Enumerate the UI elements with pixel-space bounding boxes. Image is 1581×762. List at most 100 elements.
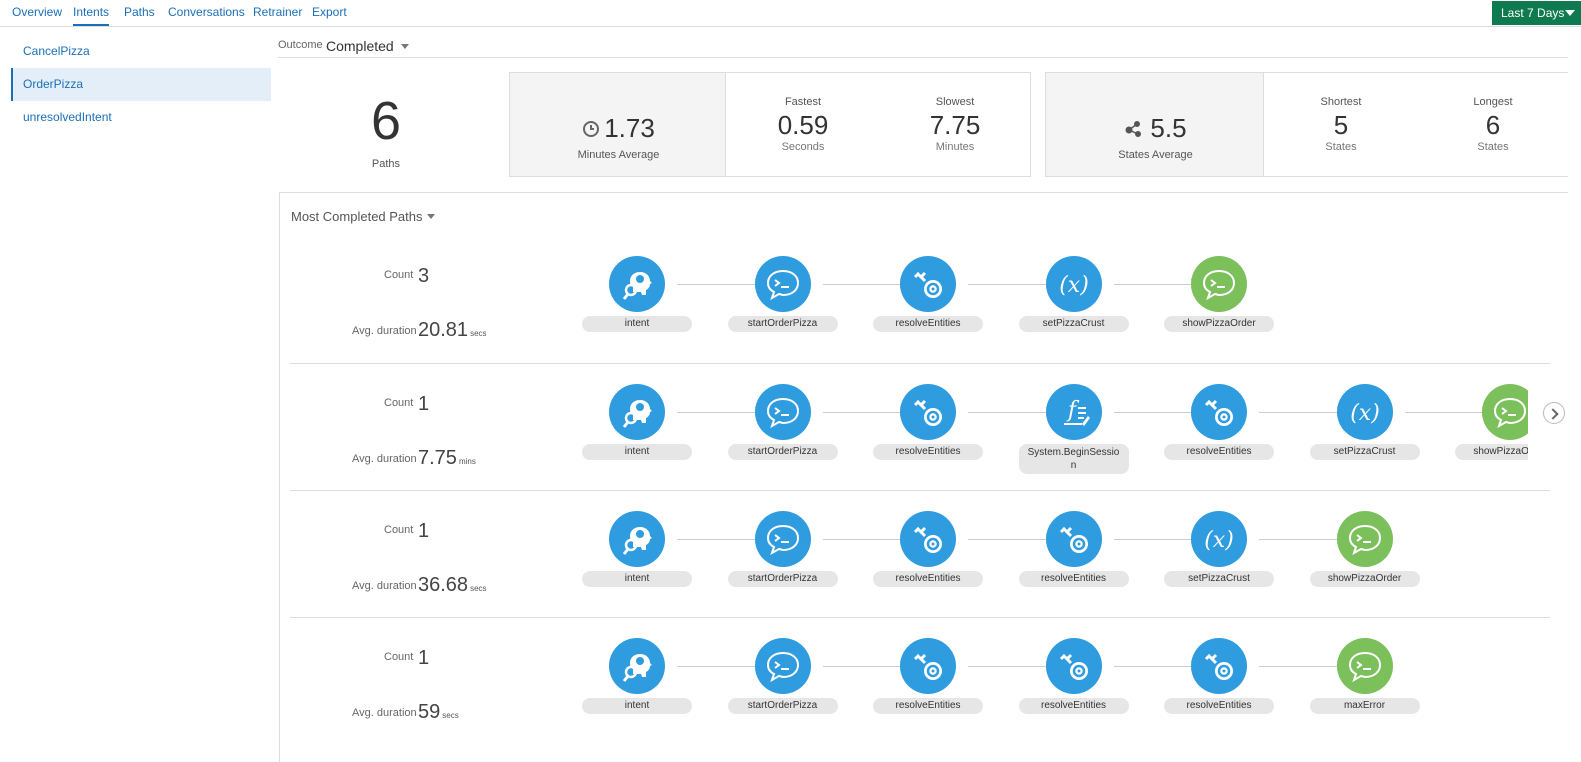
path-node-label: intent — [582, 698, 692, 714]
next-arrow-icon[interactable] — [1543, 402, 1565, 424]
path-node-label: setPizzaCrust — [1018, 316, 1129, 332]
path-arrow — [968, 666, 1049, 667]
path-node[interactable]: resolveEntities — [873, 511, 983, 591]
path-node[interactable]: showPizzaOrder — [1309, 511, 1420, 591]
path-arrow — [677, 539, 758, 540]
path-row: Count 3 Avg. duration 20.81 secs intent startO… — [290, 241, 1550, 368]
longest-unit: States — [1477, 141, 1509, 153]
date-range-button[interactable]: Last 7 Days — [1492, 1, 1581, 25]
path-node[interactable]: resolveEntities — [873, 384, 983, 464]
chat-icon — [754, 256, 811, 312]
function-icon: f — [1045, 384, 1102, 440]
path-node[interactable]: (x) setPizzaCrust — [1164, 511, 1274, 591]
chat-green-icon — [1191, 256, 1247, 312]
tab-retrainer[interactable]: Retrainer — [253, 5, 303, 19]
avg-duration-label: Avg. duration — [352, 453, 417, 465]
path-node-label: setPizzaCrust — [1164, 571, 1274, 587]
count-value: 1 — [418, 647, 430, 669]
path-node[interactable]: resolveEntities — [1018, 638, 1129, 718]
path-node[interactable]: showPizzaOrder — [1164, 256, 1274, 336]
path-node-label: intent — [582, 444, 692, 460]
path-node[interactable]: intent — [582, 384, 692, 464]
slowest-unit: Minutes — [935, 141, 975, 153]
chat-icon — [754, 638, 811, 694]
count-value: 1 — [418, 393, 430, 415]
intent-icon — [609, 638, 665, 694]
avg-duration-unit: secs — [470, 584, 487, 593]
path-node[interactable]: intent — [582, 256, 692, 336]
states-icon — [1125, 120, 1142, 137]
longest-value: 6 — [1485, 110, 1501, 140]
path-arrow — [822, 412, 903, 413]
path-node[interactable]: startOrderPizza — [727, 638, 838, 718]
tab-overview[interactable]: Overview — [12, 5, 63, 19]
path-arrow — [968, 412, 1049, 413]
path-node[interactable]: startOrderPizza — [727, 384, 838, 464]
states-average-label: States Average — [1118, 149, 1193, 161]
path-node-label: intent — [582, 571, 692, 587]
resolve-icon — [1191, 384, 1247, 440]
path-node[interactable]: resolveEntities — [1164, 638, 1274, 718]
fastest-unit: Seconds — [781, 141, 825, 153]
path-node-label: System.BeginSession — [1018, 444, 1129, 474]
path-node[interactable]: resolveEntities — [1018, 511, 1129, 591]
path-node-track: intent startOrderPizza resolveEntities (x) s… — [290, 241, 1528, 368]
path-row: Count 1 Avg. duration 36.68 secs intent startO… — [290, 490, 1550, 617]
sidebar-item-cancelpizza[interactable]: CancelPizza — [23, 44, 90, 58]
path-node-label: startOrderPizza — [727, 316, 838, 332]
variable-icon: (x) — [1191, 511, 1247, 567]
path-node[interactable]: f System.BeginSession — [1018, 384, 1129, 474]
shortest-unit: States — [1325, 141, 1357, 153]
path-node[interactable]: startOrderPizza — [727, 256, 838, 336]
tab-intents[interactable]: Intents — [73, 0, 110, 26]
resolve-icon — [900, 511, 956, 567]
path-arrow — [1113, 539, 1194, 540]
tab-conversations[interactable]: Conversations — [168, 5, 245, 19]
tab-paths[interactable]: Paths — [124, 5, 155, 19]
minutes-average-value: 1.73 — [604, 113, 655, 143]
path-node[interactable]: resolveEntities — [873, 256, 983, 336]
path-node[interactable]: startOrderPizza — [727, 511, 838, 591]
outcome-dropdown[interactable]: Completed — [326, 38, 394, 54]
path-node-track: intent startOrderPizza resolveEntities f Sys… — [290, 364, 1528, 491]
path-node-label: resolveEntities — [1018, 571, 1129, 587]
path-node[interactable]: resolveEntities — [1164, 384, 1274, 464]
resolve-icon — [1191, 638, 1247, 694]
path-node[interactable]: intent — [582, 511, 692, 591]
path-arrow — [1259, 666, 1340, 667]
path-node[interactable]: (x) setPizzaCrust — [1018, 256, 1129, 336]
shortest-metric: Shortest 5 States — [1274, 73, 1408, 153]
path-node-label: maxError — [1309, 698, 1420, 714]
paths-label: Paths — [371, 158, 401, 170]
svg-text:f: f — [1065, 398, 1079, 423]
resolve-icon — [1045, 511, 1102, 567]
path-node[interactable]: (x) setPizzaCrust — [1309, 384, 1420, 464]
avg-duration-label: Avg. duration — [352, 325, 417, 337]
panel-title-dropdown[interactable]: Most Completed Paths — [291, 209, 423, 224]
sidebar-item-unresolvedintent[interactable]: unresolvedIntent — [23, 110, 112, 124]
path-node[interactable]: intent — [582, 638, 692, 718]
date-range-label: Last 7 Days — [1501, 6, 1565, 20]
count-value: 3 — [418, 265, 430, 287]
chat-icon — [754, 384, 811, 440]
count-label: Count — [384, 269, 414, 281]
caret-down-icon[interactable] — [401, 44, 409, 49]
tab-export[interactable]: Export — [312, 5, 347, 19]
path-node[interactable]: resolveEntities — [873, 638, 983, 718]
most-completed-paths-panel: Most Completed Paths Count 3 Avg. duration… — [279, 192, 1568, 762]
fastest-title: Fastest — [784, 96, 822, 108]
chat-green-icon — [1336, 638, 1393, 694]
path-node[interactable]: showPizzaOrder — [1455, 384, 1528, 464]
slowest-title: Slowest — [935, 96, 975, 108]
count-value: 1 — [418, 520, 430, 542]
intent-icon — [609, 384, 665, 440]
path-node[interactable]: maxError — [1309, 638, 1420, 718]
shortest-title: Shortest — [1320, 96, 1362, 108]
outcome-filter: Outcome Completed — [278, 36, 1568, 58]
caret-down-icon[interactable] — [427, 214, 435, 219]
sidebar-item-orderpizza[interactable]: OrderPizza — [11, 68, 271, 101]
avg-duration-label: Avg. duration — [352, 580, 417, 592]
svg-text:(x): (x) — [1350, 401, 1380, 426]
intent-sidebar: CancelPizza OrderPizza unresolvedIntent — [11, 35, 271, 134]
resolve-icon — [900, 256, 956, 312]
